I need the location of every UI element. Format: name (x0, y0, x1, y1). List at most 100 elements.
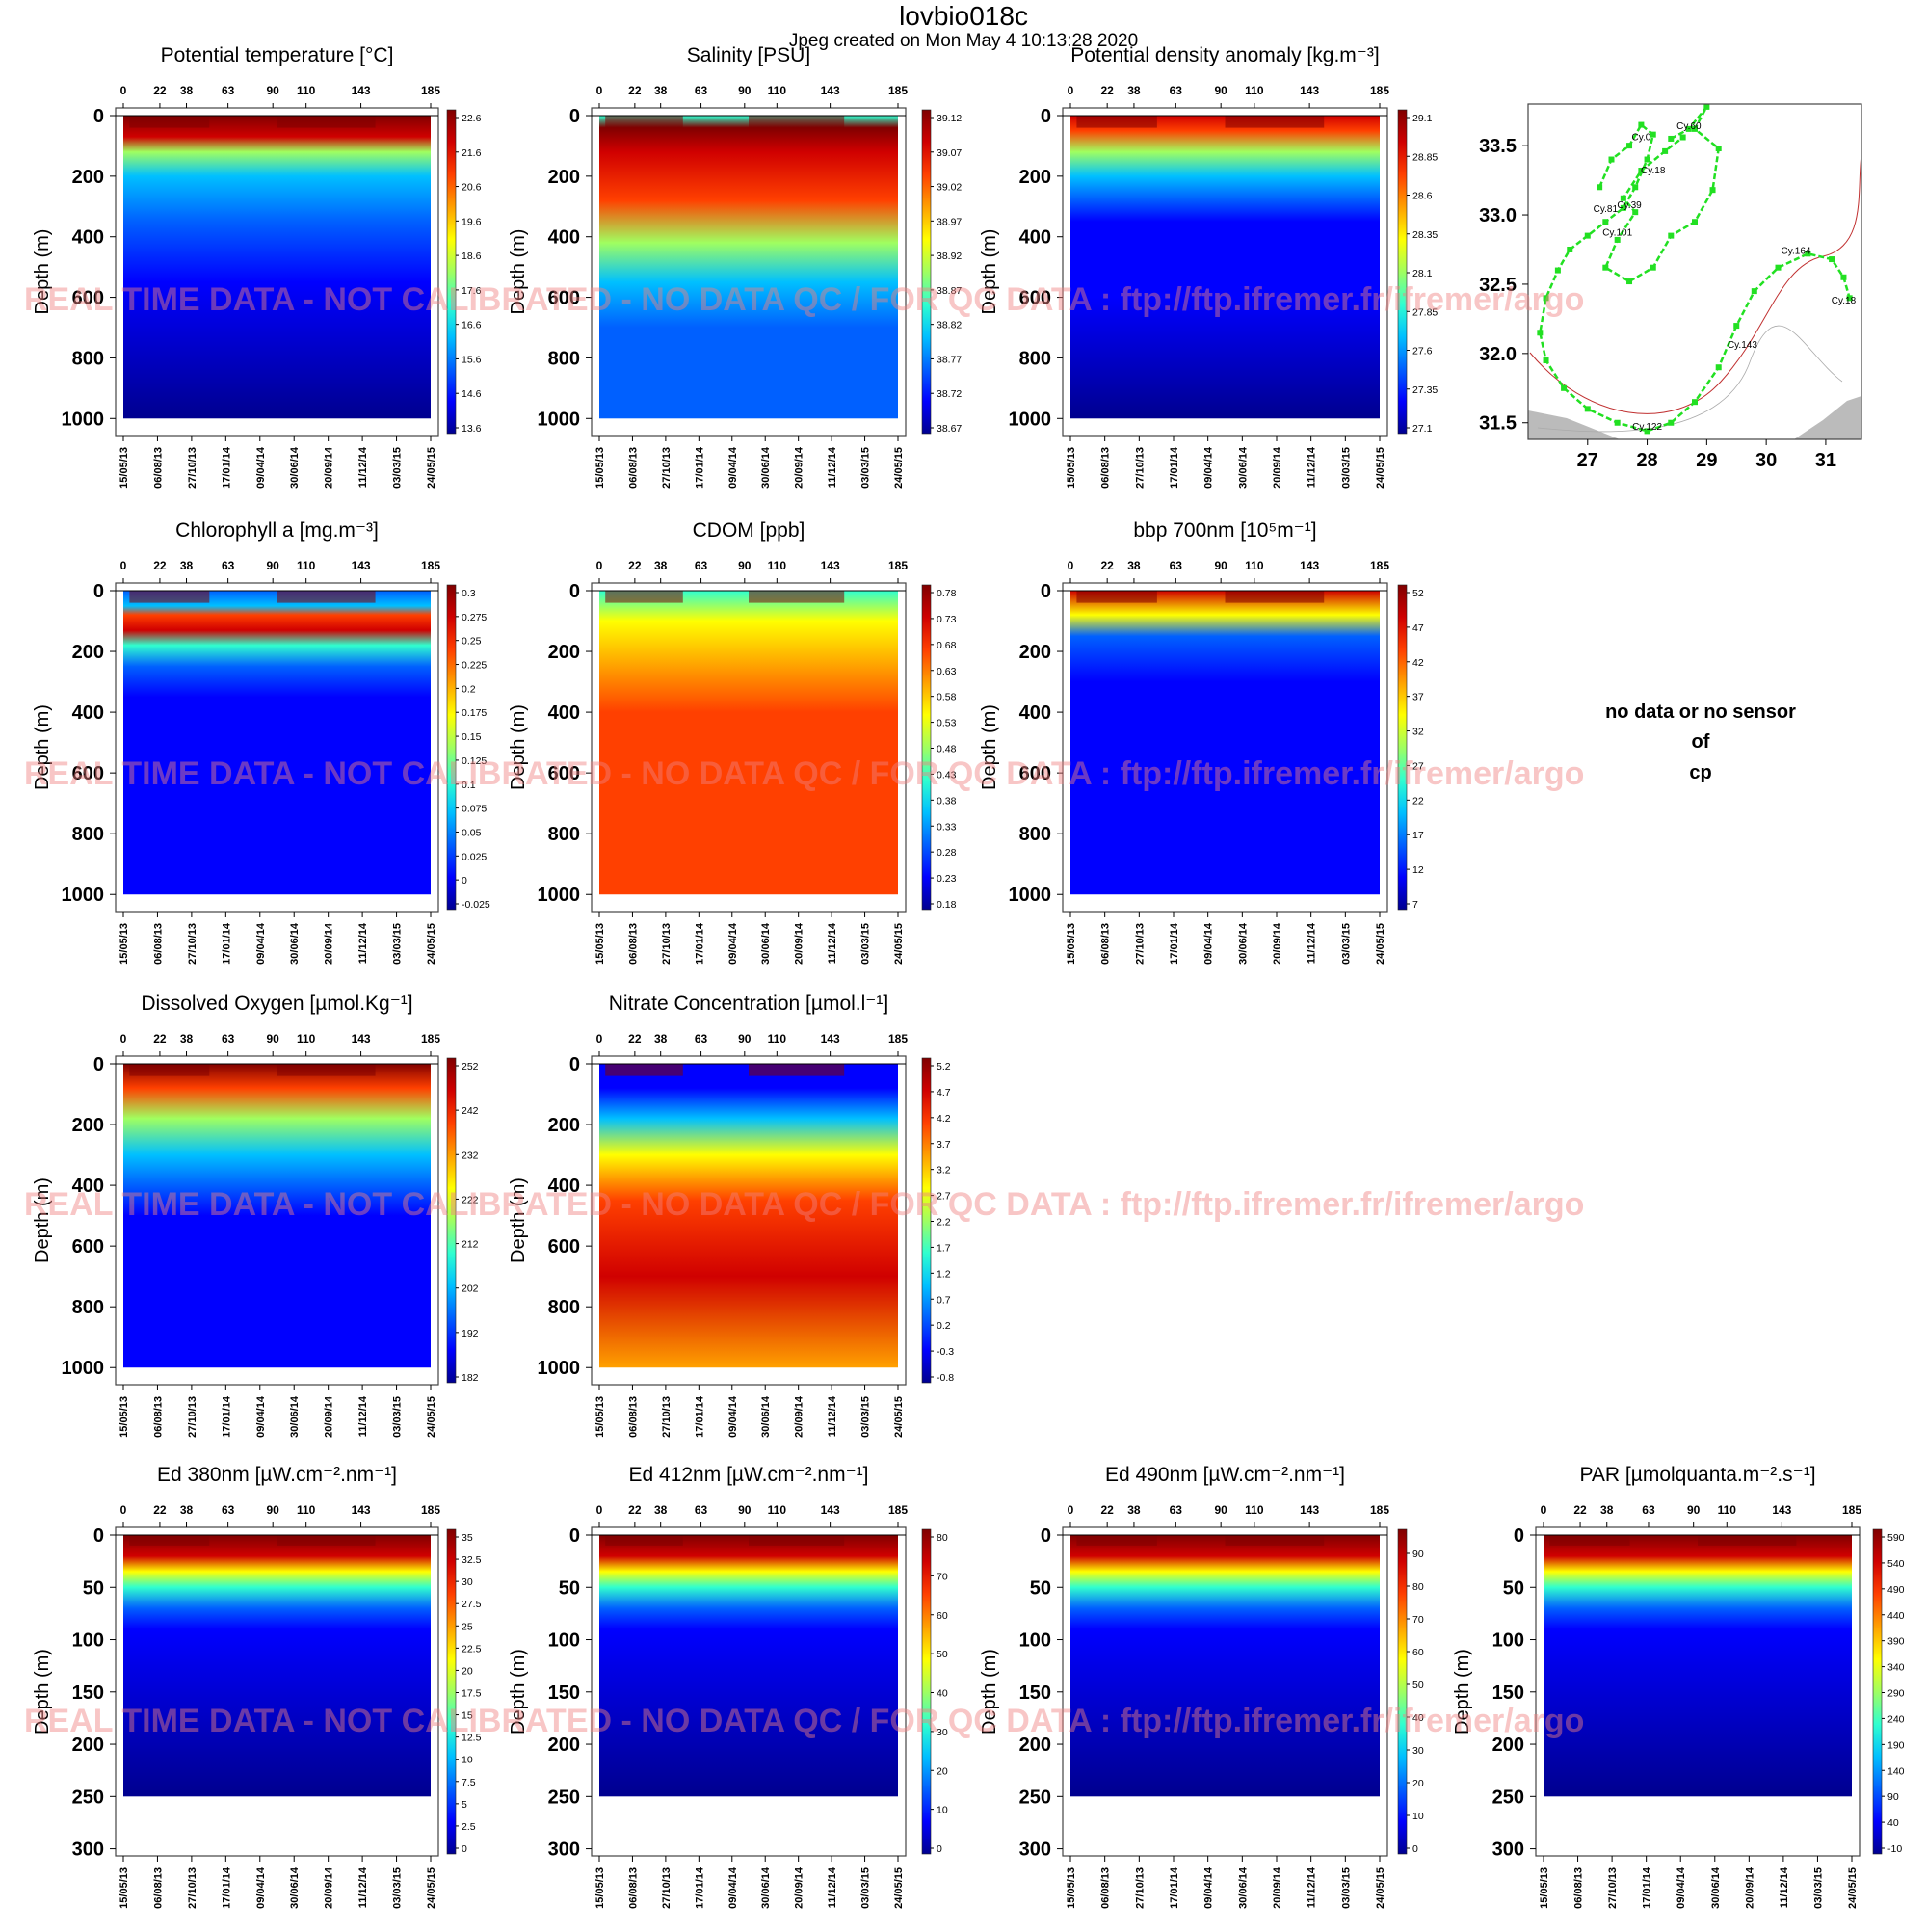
cycle-label-3: Cy.39 (1617, 200, 1642, 211)
depth-tick-label-cdom-1: 200 (548, 642, 580, 663)
colorbar-label-par-3: 440 (1887, 1610, 1905, 1622)
float-position-21 (1715, 364, 1722, 371)
date-tick-label-psal-3: 17/01/14 (694, 446, 705, 489)
panel-title-ed412: Ed 412nm [µW.cm⁻².nm⁻¹] (629, 1464, 869, 1486)
date-tick-label-par-4: 09/04/14 (1676, 1866, 1687, 1909)
float-position-15 (1561, 384, 1568, 391)
colorbar-label-ed412-8: 0 (937, 1843, 942, 1855)
cycle-tick-label-ed412-1: 22 (628, 1503, 642, 1517)
heatmap-chla (123, 591, 431, 895)
colorbar-label-chla-5: 0.175 (462, 707, 487, 719)
panel-doxy: Dissolved Oxygen [µmol.Kg⁻¹] 0 22 38 63 90 110… (32, 992, 479, 1438)
colorbar-label-par-7: 240 (1887, 1713, 1905, 1725)
colorbar-label-sigma-6: 27.6 (1412, 346, 1433, 357)
cycle-label-2: Cy.18 (1641, 166, 1666, 176)
cycle-tick-label-nitrate-3: 63 (695, 1032, 708, 1045)
plot-frame-ptemp (115, 107, 439, 437)
colorbar-label-par-12: -10 (1887, 1843, 1902, 1855)
colorbar-label-ed490-1: 80 (1412, 1581, 1424, 1593)
colorbar-label-bbp-2: 42 (1412, 657, 1424, 669)
colorbar-label-nitrate-6: 2.2 (937, 1217, 951, 1229)
cycle-tick-label-psal-1: 22 (628, 84, 642, 97)
colorbar-label-bbp-5: 27 (1412, 760, 1424, 772)
colorbar-label-ed380-0: 35 (462, 1532, 473, 1544)
colorbar-label-sigma-4: 28.1 (1412, 268, 1433, 279)
depth-tick-label-par-4: 200 (1492, 1734, 1524, 1756)
cycle-label-9: Cy.122 (1632, 422, 1662, 433)
cycle-tick-label-psal-0: 0 (596, 84, 603, 97)
colorbar-label-doxy-0: 252 (462, 1061, 479, 1072)
date-tick-label-nitrate-8: 03/03/15 (860, 1396, 872, 1438)
depth-tick-label-psal-0: 0 (569, 106, 580, 127)
date-tick-label-bbp-4: 09/04/14 (1203, 922, 1215, 965)
date-tick-label-ed380-8: 03/03/15 (392, 1867, 404, 1909)
depth-tick-label-chla-1: 200 (72, 642, 104, 663)
depth-tick-label-doxy-2: 400 (72, 1176, 104, 1197)
date-tick-label-doxy-4: 09/04/14 (255, 1395, 267, 1438)
depth-tick-label-par-3: 150 (1492, 1682, 1524, 1704)
depth-tick-label-ed380-6: 300 (72, 1839, 104, 1861)
colorbar-label-par-9: 140 (1887, 1765, 1905, 1777)
y-axis-label-cdom: Depth (m) (508, 704, 529, 790)
date-tick-label-cdom-9: 24/05/15 (893, 923, 905, 965)
colorbar-label-doxy-7: 182 (462, 1372, 479, 1384)
date-tick-label-sigma-6: 20/09/14 (1272, 446, 1283, 489)
date-tick-label-bbp-9: 24/05/15 (1375, 923, 1386, 965)
heatmap-band-ed490-1 (1225, 1535, 1325, 1546)
cycle-tick-label-par-5: 110 (1718, 1503, 1737, 1517)
colorbar-label-ed380-5: 22.5 (462, 1643, 482, 1654)
float-position-19 (1668, 419, 1675, 426)
panel-ed490: Ed 490nm [µW.cm⁻².nm⁻¹] 0 22 38 63 90 110 143 18… (979, 1464, 1424, 1909)
float-position-20 (1692, 399, 1698, 406)
date-tick-label-ptemp-9: 24/05/15 (426, 447, 437, 489)
float-position-6 (1632, 184, 1639, 191)
cycle-tick-label-doxy-2: 38 (180, 1032, 194, 1045)
cycle-tick-label-nitrate-0: 0 (596, 1032, 603, 1045)
cycle-tick-label-par-4: 90 (1687, 1503, 1701, 1517)
date-tick-label-psal-2: 27/10/13 (661, 447, 673, 489)
depth-tick-label-sigma-5: 1000 (1009, 409, 1052, 430)
plot-frame-cdom (591, 582, 907, 913)
cycle-tick-label-cdom-3: 63 (695, 559, 708, 572)
map-lat-label-0: 31.5 (1479, 413, 1517, 435)
cycle-tick-label-nitrate-5: 110 (768, 1032, 787, 1045)
date-tick-label-ed380-6: 20/09/14 (324, 1866, 335, 1909)
date-tick-label-ptemp-8: 03/03/15 (392, 447, 404, 489)
depth-tick-label-par-5: 250 (1492, 1786, 1524, 1808)
y-axis-label-psal: Depth (m) (508, 229, 529, 315)
depth-tick-label-ed412-4: 200 (548, 1734, 580, 1756)
date-tick-label-par-2: 27/10/13 (1607, 1867, 1619, 1909)
depth-tick-label-nitrate-3: 600 (548, 1236, 580, 1257)
date-tick-label-ed490-7: 11/12/14 (1307, 1866, 1318, 1908)
float-position-3 (1638, 121, 1645, 128)
heatmap-bbp (1070, 591, 1380, 895)
cycle-tick-label-psal-3: 63 (695, 84, 708, 97)
cycle-tick-label-ed490-7: 185 (1370, 1503, 1389, 1517)
map-lon-label-1: 28 (1636, 450, 1657, 471)
float-position-26 (1829, 256, 1835, 263)
cycle-tick-label-cdom-0: 0 (596, 559, 603, 572)
no-data-line-3: cp (1689, 762, 1711, 783)
colorbar-label-chla-9: 0.075 (462, 804, 487, 815)
heatmap-sigma (1070, 116, 1380, 419)
depth-tick-label-bbp-0: 0 (1041, 581, 1051, 602)
watermark-row-2: REAL TIME DATA - NOT CALIBRATED - NO DAT… (24, 755, 1584, 792)
depth-tick-label-nitrate-0: 0 (569, 1054, 580, 1075)
colorbar-nitrate (921, 1057, 932, 1384)
depth-tick-label-ed380-2: 100 (72, 1630, 104, 1652)
heatmap-ed412 (599, 1535, 898, 1797)
date-tick-label-cdom-6: 20/09/14 (794, 922, 805, 965)
y-axis-label-nitrate: Depth (m) (508, 1178, 529, 1263)
date-tick-label-ptemp-2: 27/10/13 (187, 447, 198, 489)
depth-tick-label-ed412-6: 300 (548, 1839, 580, 1861)
heatmap-band-psal-0 (605, 116, 683, 128)
colorbar-label-nitrate-12: -0.8 (937, 1372, 954, 1384)
date-tick-label-cdom-0: 15/05/13 (594, 923, 606, 965)
colorbar-label-nitrate-2: 4.2 (937, 1113, 951, 1125)
float-position-39 (1602, 264, 1609, 271)
colorbar-label-cdom-3: 0.63 (937, 666, 957, 677)
date-tick-label-nitrate-9: 24/05/15 (893, 1396, 905, 1438)
heatmap-band-sigma-1 (1225, 116, 1325, 128)
date-tick-label-bbp-0: 15/05/13 (1066, 923, 1077, 965)
cycle-tick-label-ed380-1: 22 (153, 1503, 167, 1517)
